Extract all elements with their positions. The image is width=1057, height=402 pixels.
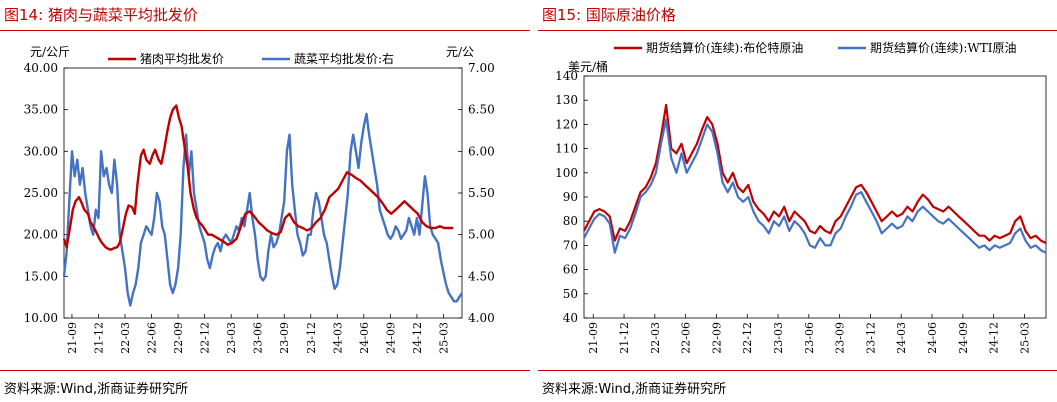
series-line-brent: [583, 103, 1047, 244]
x-tick-label: 23-09: [278, 322, 291, 354]
x-tick-label: 21-12: [618, 322, 631, 354]
x-tick-label: 22-03: [119, 322, 132, 354]
legend-label-pork: 猪肉平均批发价: [140, 51, 224, 66]
x-tick-label: 24-12: [988, 322, 1001, 354]
y-tick-label: 120: [555, 117, 578, 131]
y-tick-label-right: 5.50: [468, 186, 495, 200]
y-tick-label-right: 7.00: [468, 61, 495, 75]
x-tick-label: 23-06: [803, 322, 816, 354]
source-rule: [538, 370, 1057, 371]
pork-vegetable-chart: 10.00 15.00 20.00 25.00 30.00 35.00 40.00 4.00 4…: [24, 45, 495, 354]
x-tick-label: 23-06: [252, 322, 265, 354]
y-tick-label: 70: [563, 238, 578, 252]
y-tick-label-left: 25.00: [24, 186, 58, 200]
y-tick-label-right: 4.50: [468, 269, 495, 283]
y-tick-label-right: 4.00: [468, 311, 495, 325]
y-tick-label-left: 15.00: [24, 269, 58, 283]
x-tick-label: 22-12: [199, 322, 212, 354]
y-tick-label-right: 6.00: [468, 144, 495, 158]
y-tick-label-left: 40.00: [24, 61, 58, 75]
y-tick-label: 60: [563, 263, 578, 277]
y-unit-left: 元/公斤: [30, 45, 70, 59]
x-tick-label: 22-06: [680, 322, 693, 354]
y-tick-label: 80: [563, 214, 578, 228]
x-tick-label: 24-09: [384, 322, 397, 354]
x-tick-label: 23-12: [305, 322, 318, 354]
figure-15-panel: 图15: 国际原油价格 40 50 60 70 80 90 100 110 120 130 140 2…: [538, 0, 1057, 402]
x-tick-label: 24-03: [331, 322, 344, 354]
x-tick-label: 24-06: [358, 322, 371, 354]
legend-label-brent: 期货结算价(连续):布伦特原油: [646, 40, 803, 55]
title-rule: [538, 30, 1057, 31]
y-tick-label: 140: [555, 69, 578, 83]
x-tick-label: 23-12: [864, 322, 877, 354]
source-rule: [0, 370, 530, 371]
figure-14-title: 图14: 猪肉与蔬菜平均批发价: [4, 6, 198, 24]
x-tick-label: 23-03: [225, 322, 238, 354]
x-tick-label: 22-03: [649, 322, 662, 354]
y-unit-right: 元/公: [446, 45, 474, 59]
x-tick-label: 25-03: [437, 322, 450, 354]
figure-14-panel: 图14: 猪肉与蔬菜平均批发价 10.00 15.00 20.00 25.00 30.0…: [0, 6, 530, 397]
figure-15-title: 图15: 国际原油价格: [542, 6, 676, 24]
legend-label-vegetable: 蔬菜平均批发价:右: [294, 51, 394, 66]
y-tick-label: 110: [555, 142, 578, 156]
x-tick-label: 21-09: [66, 322, 79, 354]
x-tick-label: 24-06: [926, 322, 939, 354]
y-tick-label-left: 20.00: [24, 228, 58, 242]
x-tick-label: 25-03: [1018, 322, 1031, 354]
y-tick-label-left: 35.00: [24, 103, 58, 117]
y-tick-label: 40: [563, 311, 578, 325]
y-tick-label-right: 5.00: [468, 228, 495, 242]
x-tick-label: 22-09: [710, 322, 723, 354]
y-tick-label: 130: [555, 93, 578, 107]
legend-label-wti: 期货结算价(连续):WTI原油: [870, 40, 1017, 55]
x-tick-label: 21-09: [587, 322, 600, 354]
plot-frame: [583, 75, 1047, 319]
x-tick-label: 22-09: [172, 322, 185, 354]
y-unit: 美元/桶: [568, 59, 608, 74]
x-tick-label: 24-12: [411, 322, 424, 354]
x-tick-label: 24-03: [895, 322, 908, 354]
y-tick-label: 90: [563, 190, 578, 204]
x-tick-label: 23-03: [772, 322, 785, 354]
x-tick-label: 22-12: [741, 322, 754, 354]
y-tick-label-left: 10.00: [24, 311, 58, 325]
series-line-pork: [62, 104, 454, 251]
figure-15-source: 资料来源:Wind,浙商证券研究所: [542, 382, 727, 397]
series-line-vegetable: [62, 112, 464, 307]
x-tick-label: 24-09: [957, 322, 970, 354]
y-tick-label-left: 30.00: [24, 144, 58, 158]
y-tick-label: 50: [563, 287, 578, 301]
series-line-wti: [583, 118, 1047, 254]
crude-oil-chart: 40 50 60 70 80 90 100 110 120 130 140 21-09 21-12 22-…: [555, 40, 1047, 354]
y-tick-label: 100: [555, 166, 578, 180]
title-rule: [0, 30, 530, 31]
x-tick-label: 21-12: [92, 322, 105, 354]
x-tick-label: 22-06: [146, 322, 159, 354]
y-tick-label-right: 6.50: [468, 103, 495, 117]
x-tick-label: 23-09: [834, 322, 847, 354]
figure-14-source: 资料来源:Wind,浙商证券研究所: [4, 382, 189, 397]
